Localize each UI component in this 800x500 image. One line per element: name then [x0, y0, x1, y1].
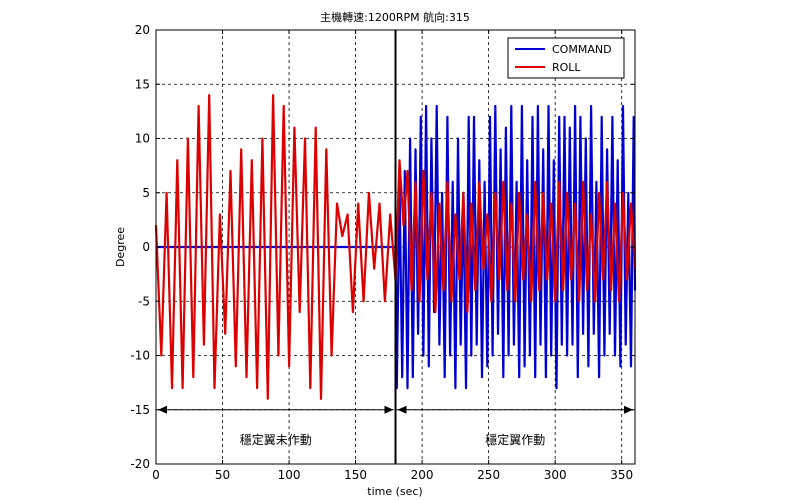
- arrow-head-right: [624, 405, 633, 414]
- arrow-head-right: [384, 405, 394, 414]
- y-tick-label: 10: [135, 132, 150, 146]
- y-axis-label: Degree: [114, 227, 127, 267]
- series-line-roll: [154, 93, 637, 400]
- y-tick-label: 0: [142, 240, 150, 254]
- chart-title: 主機轉速:1200RPM 航向:315: [320, 10, 470, 24]
- series-layer: [154, 93, 637, 400]
- x-tick-label: 100: [278, 468, 301, 482]
- x-tick-label: 200: [411, 468, 434, 482]
- annotation-label: 穩定翼作動: [485, 432, 545, 447]
- x-tick-label: 300: [544, 468, 567, 482]
- y-tick-label: -20: [130, 457, 150, 471]
- legend-label-roll: ROLL: [552, 61, 581, 74]
- axes: 0 50 100 150 200 250 300 350 -20 -15 -10 -5 0 5 10 15 20: [130, 23, 635, 482]
- x-tick-label: 250: [477, 468, 500, 482]
- arrow-head-left: [397, 405, 407, 414]
- y-tick-label: 5: [142, 186, 150, 200]
- legend-label-command: COMMAND: [552, 43, 612, 56]
- y-tick-label: -15: [130, 403, 150, 417]
- legend: COMMAND ROLL: [507, 37, 625, 79]
- x-tick-label: 350: [610, 468, 633, 482]
- y-tick-label: -10: [130, 349, 150, 363]
- annotation-label: 穩定翼未作動: [240, 432, 312, 447]
- annotations: 穩定翼未作動 穩定翼作動: [158, 30, 633, 464]
- y-tick-label: 15: [135, 77, 150, 91]
- arrow-head-left: [158, 405, 167, 414]
- x-tick-label: 50: [215, 468, 230, 482]
- legend-box: [507, 37, 625, 79]
- x-axis-label: time (sec): [367, 485, 422, 498]
- x-tick-label: 150: [344, 468, 367, 482]
- x-tick-label: 0: [152, 468, 160, 482]
- y-tick-label: -5: [138, 294, 150, 308]
- y-tick-label: 20: [135, 23, 150, 37]
